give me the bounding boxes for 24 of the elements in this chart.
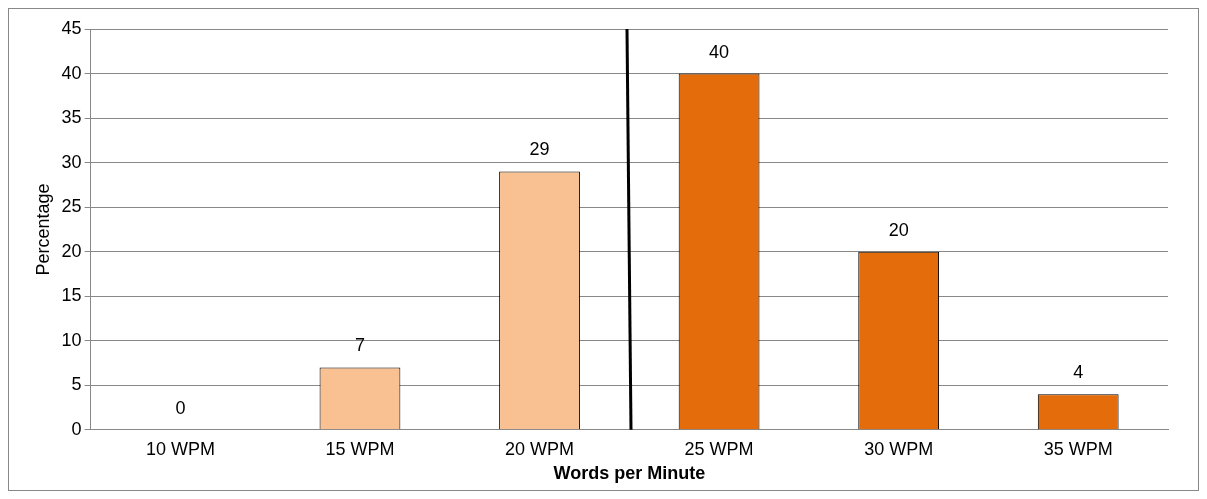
data-label: 20 xyxy=(888,219,909,240)
y-tick-label: 0 xyxy=(71,418,82,439)
x-tick-label: 15 WPM xyxy=(325,438,395,459)
y-tick-label: 10 xyxy=(61,329,82,350)
x-tick-label: 30 WPM xyxy=(864,438,934,459)
y-axis-title: Percentage xyxy=(32,183,53,276)
x-tick-label: 25 WPM xyxy=(684,438,754,459)
y-tick-label: 5 xyxy=(71,374,82,395)
x-tick-label: 10 WPM xyxy=(145,438,215,459)
y-tick-label: 30 xyxy=(61,151,82,172)
y-tick-label: 35 xyxy=(61,107,82,128)
x-tick-label: 20 WPM xyxy=(505,438,575,459)
data-label: 4 xyxy=(1073,362,1084,383)
y-tick-label: 40 xyxy=(61,62,82,83)
y-tick-label: 25 xyxy=(61,196,82,217)
data-label: 29 xyxy=(529,139,550,160)
y-tick-label: 15 xyxy=(61,285,82,306)
data-label: 7 xyxy=(354,335,365,356)
data-label: 0 xyxy=(175,397,186,418)
x-tick-label: 35 WPM xyxy=(1043,438,1113,459)
data-label: 40 xyxy=(709,41,730,62)
y-tick-label: 20 xyxy=(61,240,82,261)
x-axis-title: Words per Minute xyxy=(553,463,706,484)
y-tick-label: 45 xyxy=(61,17,82,38)
